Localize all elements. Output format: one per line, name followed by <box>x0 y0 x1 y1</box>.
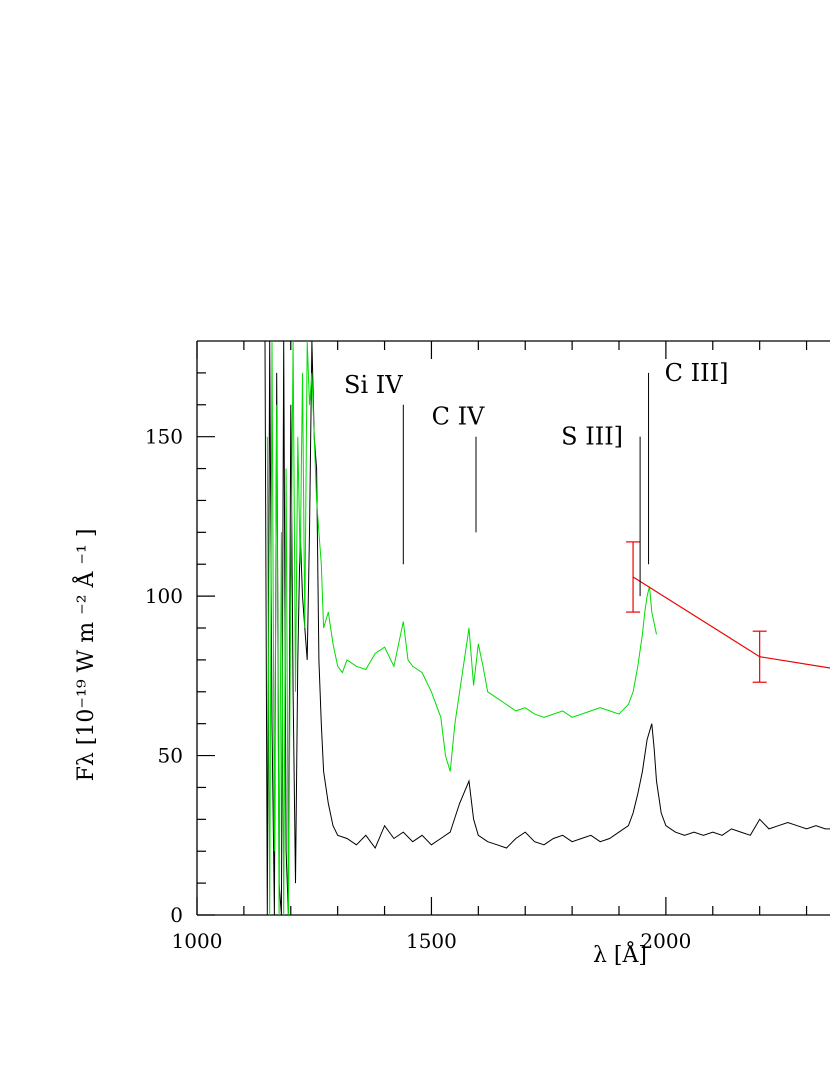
y-tick-label: 150 <box>145 425 183 449</box>
line-annotations: Si IV C IV S III] C III] <box>344 359 729 597</box>
green-spectrum-line <box>266 341 657 915</box>
red-model-line <box>632 576 830 669</box>
axis-ticks <box>196 341 808 916</box>
y-tick-label: 50 <box>158 744 183 768</box>
annotation-label: C III] <box>665 359 729 387</box>
x-axis-label: λ [Å] <box>593 940 647 968</box>
x-tick-label: 1000 <box>172 929 223 953</box>
annotation-label: Si IV <box>344 371 403 399</box>
x-tick-label: 2000 <box>640 929 691 953</box>
y-axis-label: Fλ [10⁻¹⁹ W m ⁻² Å ⁻¹ ] <box>71 529 99 782</box>
annotation-label: C IV <box>432 403 485 431</box>
annotation-label: S III] <box>561 423 623 451</box>
black-spectrum-line <box>264 341 830 915</box>
y-tick-label: 100 <box>145 584 183 608</box>
y-tick-label: 0 <box>170 903 183 927</box>
series-layer <box>264 341 830 915</box>
tick-labels: 1000 1500 2000 0 50 100 150 <box>145 425 692 953</box>
x-tick-label: 1500 <box>406 929 457 953</box>
